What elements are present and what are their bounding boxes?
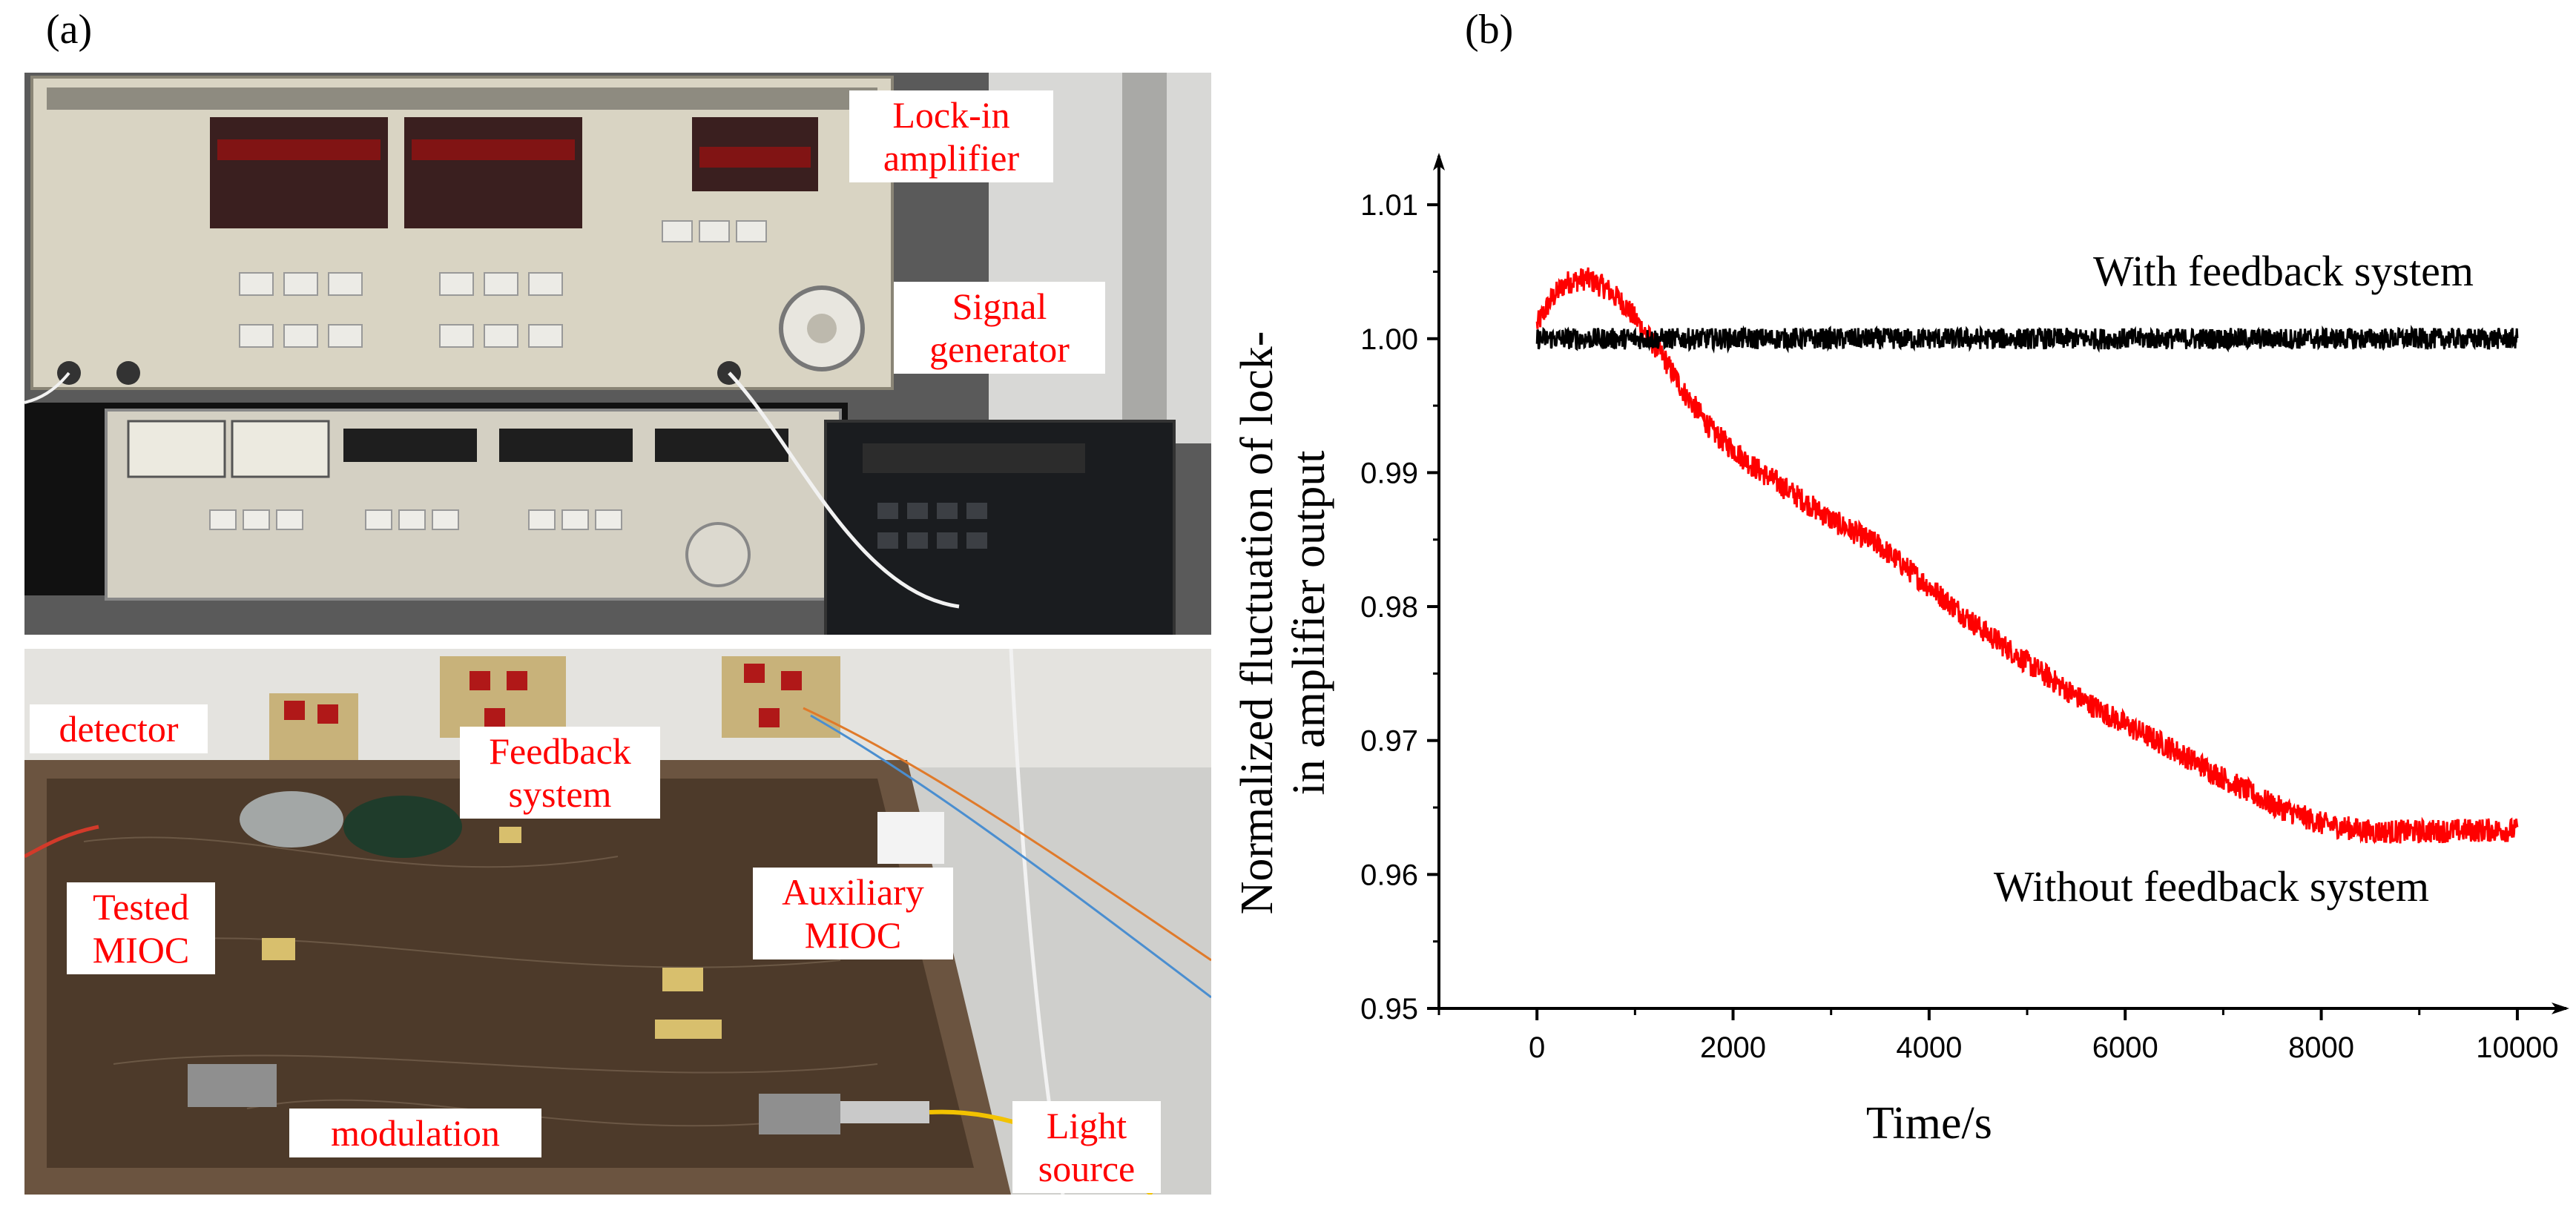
callout-light-source: Light source (1012, 1101, 1161, 1193)
x-tick-label: 8000 (2288, 1031, 2354, 1064)
callout-line: Light (1046, 1105, 1127, 1146)
callout-line: MIOC (804, 914, 902, 956)
y-tick-label: 1.00 (1360, 323, 1418, 356)
callout-line: generator (929, 328, 1070, 370)
panel-a-label: (a) (46, 7, 93, 53)
x-axis-title: Time/s (1866, 1098, 1992, 1149)
x-tick-label: 0 (1529, 1031, 1545, 1064)
callout-line: Lock-in (892, 94, 1010, 136)
callout-line: Tested (93, 886, 189, 928)
y-tick-label: 0.96 (1360, 859, 1418, 891)
callout-signal-generator: Signal generator (894, 282, 1105, 374)
y-tick-label: 1.01 (1360, 189, 1418, 222)
callout-line: system (508, 773, 612, 815)
x-tick-label: 2000 (1700, 1031, 1766, 1064)
callout-line: MIOC (92, 929, 190, 971)
with-feedback-annotation: With feedback system (2093, 247, 2474, 295)
chart-labels: 0.95 0.96 0.97 0.98 0.99 1.00 1.01 0 2000 4000 600… (1232, 189, 2559, 1149)
y-tick-label: 0.99 (1360, 457, 1418, 489)
y-axis-title-line: in amplifier output (1284, 451, 1334, 796)
y-tick-label: 0.98 (1360, 591, 1418, 624)
callout-line: modulation (331, 1112, 500, 1154)
with-feedback-series-line (1535, 325, 2519, 354)
chart-series (1535, 267, 2519, 845)
x-tick-label: 10000 (2476, 1031, 2558, 1064)
callout-auxiliary-mioc: Auxiliary MIOC (753, 868, 953, 959)
y-tick-label: 0.97 (1360, 725, 1418, 758)
callout-line: Auxiliary (782, 871, 924, 913)
callout-line: source (1038, 1148, 1136, 1189)
callout-line: amplifier (883, 137, 1020, 179)
callout-line: detector (59, 708, 179, 750)
callout-feedback-system: Feedback system (460, 727, 660, 819)
x-tick-label: 6000 (2092, 1031, 2158, 1064)
without-feedback-series-line (1535, 267, 2519, 845)
callout-lock-in-amplifier: Lock-in amplifier (849, 90, 1053, 182)
y-axis-title-line: Normalized fluctuation of lock- (1232, 331, 1282, 915)
chart-axes (1427, 153, 2569, 1020)
fluctuation-chart: 0.95 0.96 0.97 0.98 0.99 1.00 1.01 0 2000 4000 600… (1232, 153, 2569, 1149)
without-feedback-annotation: Without feedback system (1994, 862, 2429, 911)
y-tick-label: 0.95 (1360, 993, 1418, 1025)
callout-line: Signal (952, 285, 1047, 327)
callout-tested-mioc: Tested MIOC (67, 882, 215, 974)
callout-modulation: modulation (289, 1109, 541, 1157)
x-tick-label: 4000 (1896, 1031, 1962, 1064)
panel-b-label: (b) (1465, 7, 1514, 53)
callout-line: Feedback (489, 730, 631, 772)
callout-detector: detector (30, 704, 208, 753)
